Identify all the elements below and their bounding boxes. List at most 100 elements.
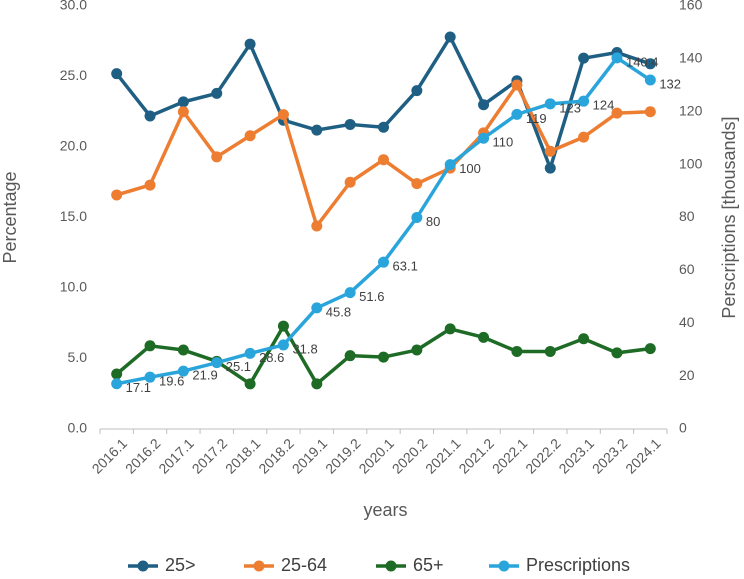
data-labels: 17.1 19.6 21.9 25.1 28.6 31.8 45.8 51.6 63.1 80 10… [126, 54, 681, 395]
data-point [611, 347, 623, 359]
legend-item-65: 65+ [376, 555, 444, 575]
legend-item-25-64: 25-64 [244, 555, 327, 575]
y-tick-label: 20.0 [60, 138, 87, 154]
data-label: 31.8 [292, 341, 317, 356]
data-point [444, 323, 456, 335]
y2-axis-title: Perscriptions [thousands] [719, 116, 739, 318]
legend-label: 65+ [413, 555, 444, 575]
y-tick-label: 15.0 [60, 208, 87, 224]
data-point [611, 107, 623, 119]
x-tick-label: 2023.2 [589, 435, 631, 477]
y2-tick-label: 80 [679, 208, 695, 224]
data-point [378, 121, 389, 133]
data-point [478, 99, 490, 111]
data-point [144, 340, 156, 352]
y2-tick-label: 140 [679, 50, 703, 66]
data-label: 19.6 [159, 374, 184, 389]
x-tick-label: 2023.1 [555, 435, 597, 477]
data-point [578, 95, 590, 107]
data-point [578, 333, 590, 345]
data-point [411, 178, 423, 190]
legend: 25> 25-64 65+ Prescriptions [128, 555, 630, 575]
y2-tick-label: 40 [679, 314, 695, 330]
y2-tick-label: 160 [679, 0, 703, 13]
data-point [644, 74, 656, 86]
data-label: 45.8 [326, 304, 351, 319]
data-point [211, 151, 223, 163]
y-tick-label: 0.0 [68, 420, 88, 436]
x-tick-label: 2020.2 [389, 435, 431, 477]
data-point [311, 124, 323, 136]
data-point [177, 365, 189, 377]
data-point [144, 371, 156, 383]
series-25 [111, 31, 656, 174]
data-point [644, 343, 656, 355]
data-point [111, 368, 123, 380]
data-point [411, 85, 423, 97]
data-point [277, 320, 289, 332]
x-tick-label: 2018.2 [255, 435, 297, 477]
data-label: 28.6 [259, 350, 284, 365]
data-point [644, 106, 656, 118]
data-point [544, 145, 556, 157]
data-label: 140.4 [626, 54, 659, 69]
y-tick-label: 25.0 [60, 67, 87, 83]
data-point [277, 109, 289, 121]
x-tick-label: 2022.2 [522, 435, 564, 477]
data-label: 51.6 [359, 289, 384, 304]
data-point [111, 68, 123, 80]
data-point [344, 118, 356, 130]
y-axis-title: Percentage [0, 171, 20, 263]
x-tick-label: 2019.2 [322, 435, 364, 477]
data-point [378, 351, 389, 363]
legend-label: Prescriptions [526, 555, 630, 575]
x-axis-title: years [363, 500, 407, 520]
x-tick-label: 2017.2 [189, 435, 231, 477]
data-label: 124 [593, 98, 615, 113]
data-label: 17.1 [126, 380, 151, 395]
data-point [444, 31, 456, 43]
data-point [311, 378, 323, 390]
y-tick-label: 10.0 [60, 279, 87, 295]
data-point [144, 179, 156, 191]
data-point [511, 108, 523, 120]
data-point [578, 52, 590, 64]
data-label: 63.1 [393, 259, 418, 274]
data-point [111, 189, 123, 201]
x-tick-label: 2016.1 [89, 435, 131, 477]
y-tick-label: 5.0 [68, 349, 88, 365]
x-tick-label: 2016.2 [122, 435, 164, 477]
data-label: 25.1 [226, 359, 251, 374]
data-label: 123 [559, 100, 581, 115]
data-label: 100 [459, 161, 481, 176]
data-point [244, 38, 256, 50]
data-point [544, 98, 556, 110]
y2-tick-label: 60 [679, 261, 695, 277]
data-point [444, 159, 456, 171]
data-label: 21.9 [192, 368, 217, 383]
y-tick-label: 30.0 [60, 0, 87, 13]
x-tick-label: 2022.1 [489, 435, 531, 477]
legend-marker [137, 560, 149, 572]
data-point [177, 106, 189, 118]
x-tick-label: 2020.1 [355, 435, 397, 477]
data-point [344, 176, 356, 188]
x-tick-label: 2024.1 [622, 435, 664, 477]
data-point [411, 212, 423, 223]
x-tick-label: 2018.1 [222, 435, 264, 477]
x-tick-label: 2021.2 [455, 435, 497, 477]
data-point [211, 87, 223, 99]
x-tick-label: 2019.1 [289, 435, 331, 477]
legend-marker [253, 560, 265, 572]
data-point [177, 344, 189, 356]
data-label: 110 [493, 135, 514, 150]
data-point [578, 131, 590, 143]
x-tick-label: 2017.1 [155, 435, 197, 477]
data-point [244, 347, 256, 359]
data-point [244, 130, 256, 142]
legend-item-25: 25> [128, 555, 196, 575]
data-label: 80 [426, 214, 440, 229]
data-label: 119 [526, 111, 547, 126]
data-point [111, 378, 123, 390]
